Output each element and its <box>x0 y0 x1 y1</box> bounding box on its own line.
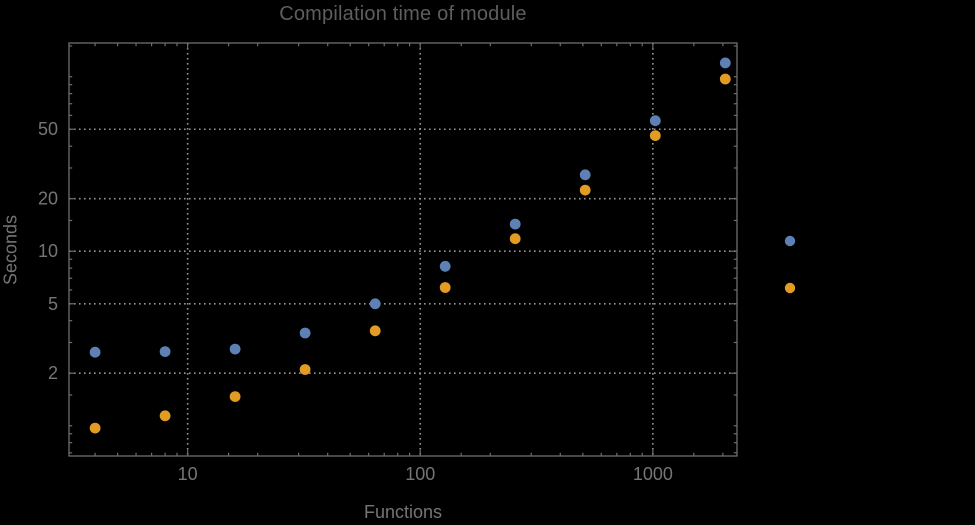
y-tick-label: 20 <box>38 189 58 209</box>
legend-marker <box>784 282 796 294</box>
y-tick-label: 5 <box>48 294 58 314</box>
data-point-series-orange <box>299 364 311 375</box>
data-point-series-blue <box>579 169 591 181</box>
data-point-series-orange <box>579 184 591 196</box>
data-point-series-blue <box>369 298 381 310</box>
x-axis-label: Functions <box>363 502 443 522</box>
y-tick-label: 10 <box>38 241 58 261</box>
data-point-series-blue <box>159 346 171 357</box>
data-point-series-blue <box>229 343 241 355</box>
data-point-series-orange <box>369 325 381 337</box>
y-tick-label: 50 <box>38 119 58 139</box>
data-point-series-orange <box>159 410 171 422</box>
data-point-series-blue <box>649 115 661 127</box>
data-point-series-blue <box>509 218 521 230</box>
data-point-series-blue <box>89 346 101 358</box>
data-point-series-orange <box>229 391 241 402</box>
x-tick-label: 100 <box>405 464 435 484</box>
legend-marker <box>784 235 796 247</box>
x-tick-label: 10 <box>178 464 198 484</box>
data-point-series-orange <box>439 282 451 293</box>
data-point-series-orange <box>89 422 101 434</box>
y-tick-label: 2 <box>48 363 58 383</box>
data-point-series-blue <box>439 260 451 272</box>
data-point-series-blue <box>719 57 731 69</box>
data-point-series-orange <box>509 233 521 245</box>
data-point-series-blue <box>299 327 311 339</box>
data-point-series-orange <box>649 130 661 142</box>
x-tick-label: 1000 <box>633 464 673 484</box>
data-point-series-orange <box>719 73 731 85</box>
plot-frame <box>68 42 738 457</box>
chart-title: Compilation time of module <box>279 3 527 25</box>
